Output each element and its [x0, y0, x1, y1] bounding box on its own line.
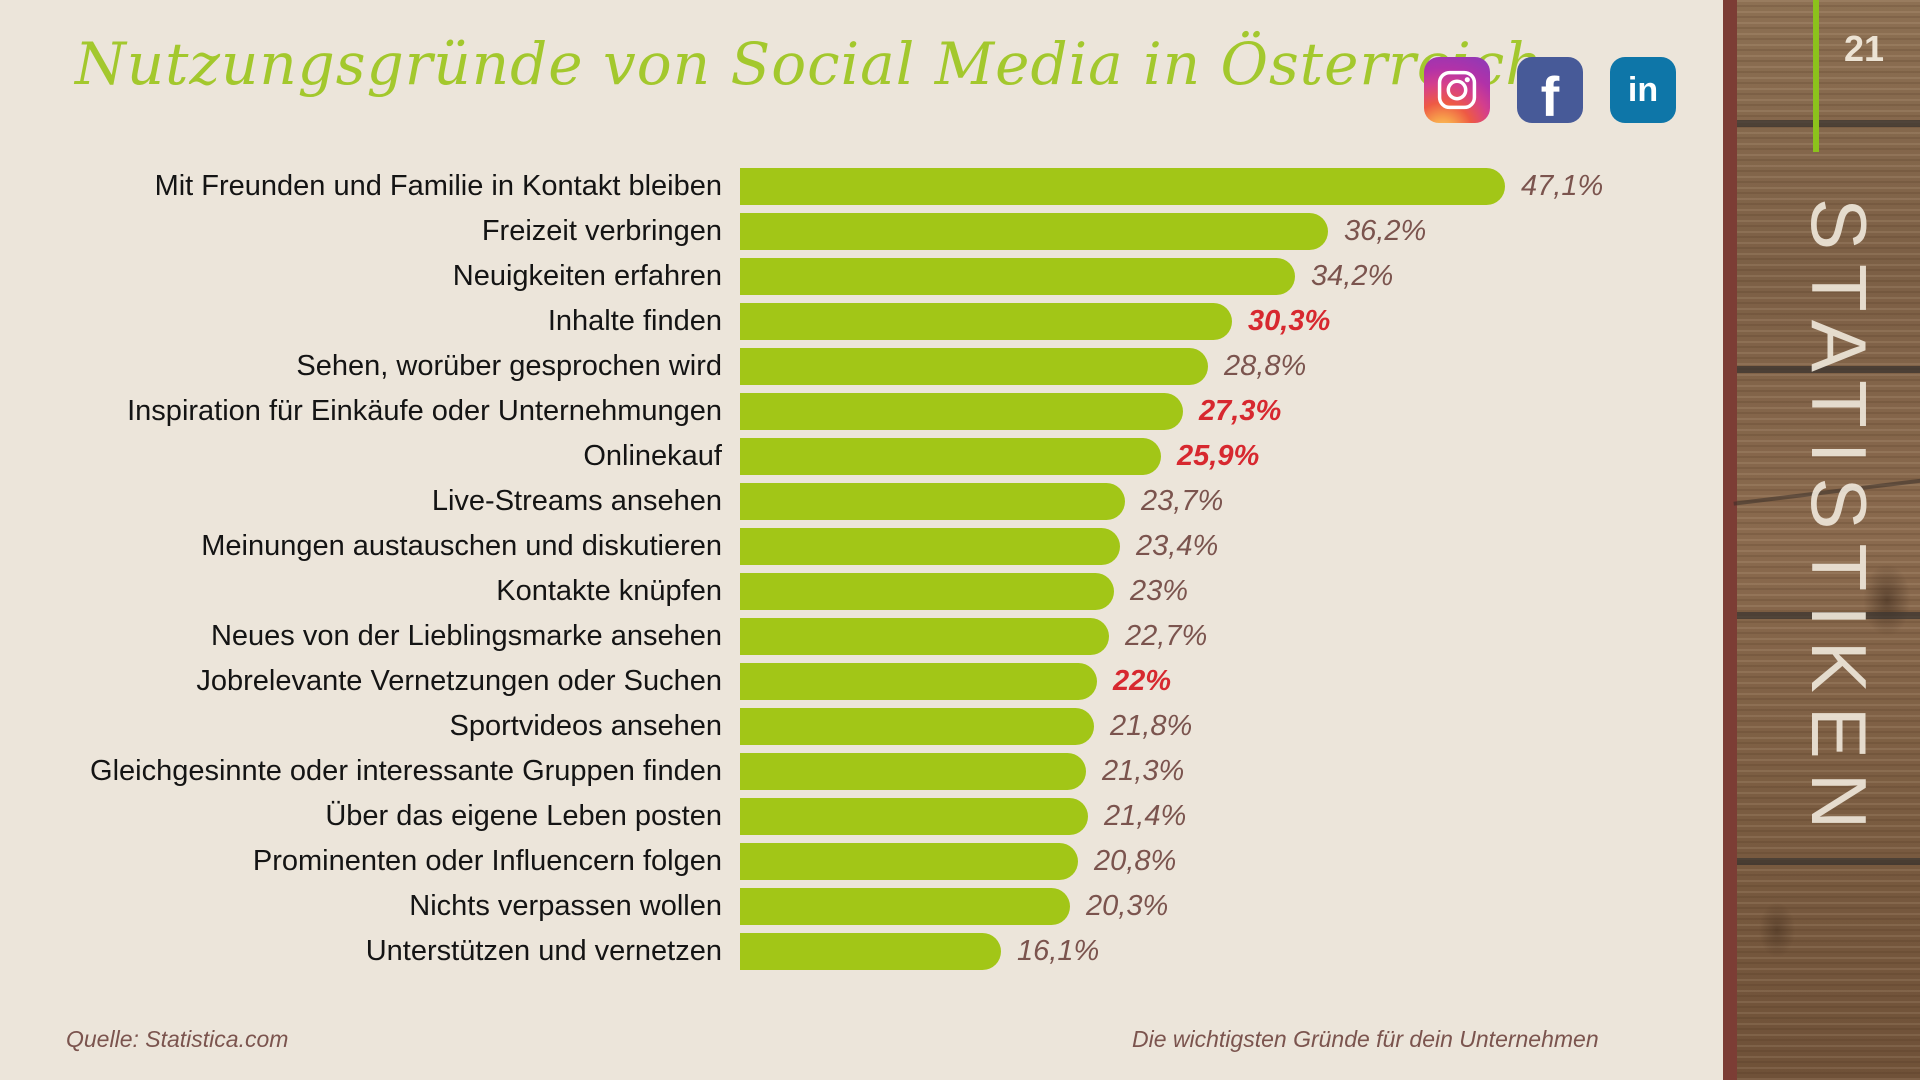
- facebook-f-glyph: f: [1540, 64, 1560, 124]
- maroon-divider: [1723, 0, 1737, 1080]
- value-label: 21,8%: [1110, 710, 1193, 742]
- social-icons: f in: [1424, 57, 1676, 123]
- bar: [740, 843, 1078, 880]
- value-label: 23%: [1130, 575, 1189, 607]
- category-label: Jobrelevante Vernetzungen oder Suchen: [196, 665, 722, 697]
- bar: [740, 348, 1208, 385]
- bar: [740, 528, 1120, 565]
- chart-row: Sehen, worüber gesprochen wird 28,8%: [0, 344, 1603, 389]
- category-label: Kontakte knüpfen: [496, 575, 722, 607]
- chart-row: Nichts verpassen wollen 20,3%: [0, 884, 1603, 929]
- bar-chart: Mit Freunden und Familie in Kontakt blei…: [0, 164, 1603, 974]
- value-label: 28,8%: [1224, 350, 1307, 382]
- chart-row: Onlinekauf 25,9%: [0, 434, 1603, 479]
- bar: [740, 573, 1114, 610]
- page-title: Nutzungsgründe von Social Media in Öster…: [75, 30, 1544, 98]
- value-label: 20,3%: [1086, 890, 1169, 922]
- bar: [740, 663, 1097, 700]
- chart-row: Über das eigene Leben posten 21,4%: [0, 794, 1603, 839]
- category-label: Meinungen austauschen und diskutieren: [201, 530, 722, 562]
- bar: [740, 393, 1183, 430]
- wood-sidebar: 21 STATISTIKEN: [1733, 0, 1920, 1080]
- sidebar-title: STATISTIKEN: [1795, 198, 1883, 844]
- value-label: 25,9%: [1177, 440, 1260, 472]
- chart-row: Neues von der Lieblingsmarke ansehen 22,…: [0, 614, 1603, 659]
- facebook-icon[interactable]: f: [1517, 57, 1583, 123]
- bar: [740, 618, 1109, 655]
- value-label: 20,8%: [1094, 845, 1177, 877]
- bar: [740, 798, 1088, 835]
- chart-row: Inhalte finden 30,3%: [0, 299, 1603, 344]
- footer-note: Die wichtigsten Gründe für dein Unterneh…: [1132, 1026, 1599, 1052]
- bar: [740, 933, 1001, 970]
- linkedin-in-glyph: in: [1627, 70, 1659, 109]
- bar: [740, 258, 1295, 295]
- value-label: 23,4%: [1136, 530, 1219, 562]
- chart-row: Sportvideos ansehen 21,8%: [0, 704, 1603, 749]
- bar: [740, 438, 1161, 475]
- bar: [740, 753, 1086, 790]
- chart-row: Kontakte knüpfen 23%: [0, 569, 1603, 614]
- value-label: 22%: [1113, 665, 1172, 697]
- bar: [740, 708, 1094, 745]
- bar: [740, 303, 1232, 340]
- linkedin-icon[interactable]: in: [1610, 57, 1676, 123]
- value-label: 27,3%: [1199, 395, 1282, 427]
- category-label: Inspiration für Einkäufe oder Unternehmu…: [127, 395, 722, 427]
- plank-line: [1737, 858, 1920, 865]
- value-label: 47,1%: [1521, 170, 1604, 202]
- chart-row: Unterstützen und vernetzen 16,1%: [0, 929, 1603, 974]
- chart-row: Freizeit verbringen 36,2%: [0, 209, 1603, 254]
- source-caption: Quelle: Statistica.com: [66, 1026, 289, 1052]
- value-label: 36,2%: [1344, 215, 1427, 247]
- plank-line: [1737, 612, 1920, 619]
- green-accent-line: [1813, 0, 1819, 152]
- category-label: Gleichgesinnte oder interessante Gruppen…: [90, 755, 722, 787]
- category-label: Freizeit verbringen: [481, 215, 722, 247]
- page-number: 21: [1843, 28, 1884, 69]
- chart-row: Neuigkeiten erfahren 34,2%: [0, 254, 1603, 299]
- category-label: Neues von der Lieblingsmarke ansehen: [210, 620, 722, 652]
- category-label: Über das eigene Leben posten: [325, 800, 722, 832]
- category-label: Nichts verpassen wollen: [409, 890, 722, 922]
- category-label: Prominenten oder Influencern folgen: [252, 845, 722, 877]
- chart-row: Live-Streams ansehen 23,7%: [0, 479, 1603, 524]
- value-label: 30,3%: [1248, 305, 1331, 337]
- value-label: 23,7%: [1141, 485, 1224, 517]
- category-label: Sportvideos ansehen: [449, 710, 722, 742]
- category-label: Live-Streams ansehen: [431, 485, 722, 517]
- value-label: 16,1%: [1017, 935, 1100, 967]
- plank-line: [1737, 120, 1920, 127]
- plank-line: [1737, 366, 1920, 373]
- value-label: 21,4%: [1104, 800, 1187, 832]
- category-label: Unterstützen und vernetzen: [365, 935, 722, 967]
- category-label: Sehen, worüber gesprochen wird: [296, 350, 722, 382]
- bar: [740, 168, 1505, 205]
- chart-row: Meinungen austauschen und diskutieren 23…: [0, 524, 1603, 569]
- instagram-icon[interactable]: [1424, 57, 1490, 123]
- value-label: 21,3%: [1102, 755, 1185, 787]
- instagram-camera-glyph: [1437, 70, 1477, 110]
- value-label: 22,7%: [1125, 620, 1208, 652]
- category-label: Neuigkeiten erfahren: [452, 260, 722, 292]
- chart-row: Gleichgesinnte oder interessante Gruppen…: [0, 749, 1603, 794]
- category-label: Onlinekauf: [583, 440, 722, 472]
- bar: [740, 483, 1125, 520]
- chart-row: Prominenten oder Influencern folgen 20,8…: [0, 839, 1603, 884]
- bar: [740, 888, 1070, 925]
- category-label: Mit Freunden und Familie in Kontakt blei…: [154, 170, 722, 202]
- value-label: 34,2%: [1311, 260, 1394, 292]
- chart-row: Mit Freunden und Familie in Kontakt blei…: [0, 164, 1603, 209]
- bar: [740, 213, 1328, 250]
- chart-row: Inspiration für Einkäufe oder Unternehmu…: [0, 389, 1603, 434]
- chart-row: Jobrelevante Vernetzungen oder Suchen 22…: [0, 659, 1603, 704]
- category-label: Inhalte finden: [547, 305, 722, 337]
